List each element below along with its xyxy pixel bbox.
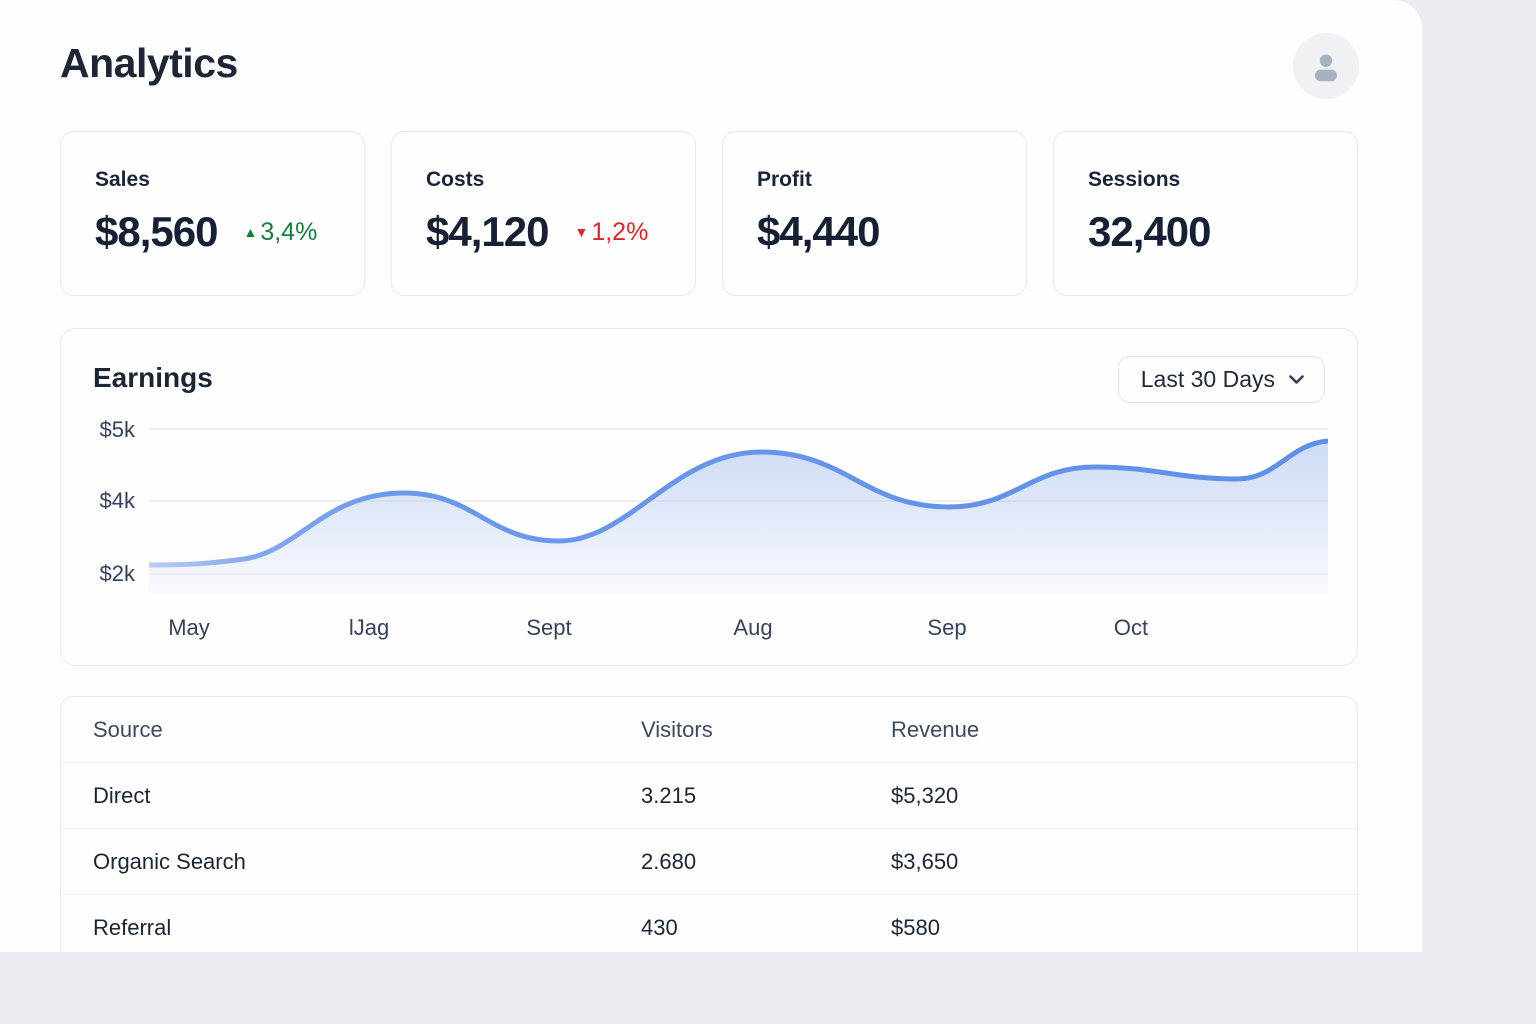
stat-card-costs: Costs $4,120 ▼ 1,2% (391, 131, 696, 296)
earnings-card: Earnings Last 30 Days $5k $4k $2k (60, 328, 1358, 666)
y-axis-tick: $5k (99, 417, 135, 442)
stat-card-sessions: Sessions 32,400 (1053, 131, 1358, 296)
table-header-row: Source Visitors Revenue (61, 697, 1357, 763)
cell-source: Organic Search (93, 848, 246, 874)
stat-label: Sales (95, 168, 150, 191)
stat-delta: 3,4% (260, 217, 318, 246)
stat-label: Sessions (1088, 168, 1181, 191)
cell-source: Referral (93, 914, 172, 940)
stat-delta-badge: ▲ 3,4% (243, 218, 317, 247)
main-panel: Analytics Sales $8,560 ▲ 3,4% Costs $4,12… (0, 0, 1422, 952)
stat-delta-badge: ▼ 1,2% (574, 218, 648, 247)
cell-revenue: $580 (891, 914, 940, 940)
date-range-label: Last 30 Days (1140, 366, 1275, 392)
y-axis-tick: $4k (99, 488, 135, 513)
stat-value: $4,440 (757, 208, 880, 255)
stat-card-sales: Sales $8,560 ▲ 3,4% (60, 131, 365, 296)
sources-table: Source Visitors Revenue Direct 3.215 $5,… (60, 696, 1358, 952)
table-row: Direct 3.215 $5,320 (61, 763, 1357, 829)
x-axis-tick: Sept (526, 615, 572, 640)
cell-revenue: $3,650 (891, 848, 959, 874)
x-axis-tick: May (168, 615, 210, 640)
x-axis-tick: Oct (1113, 615, 1149, 640)
user-icon (1314, 54, 1338, 82)
trend-down-icon: ▼ (574, 224, 589, 240)
stat-label: Costs (426, 168, 485, 191)
earnings-chart (149, 428, 1328, 594)
col-header-visitors: Visitors (641, 716, 713, 742)
chevron-down-icon (1289, 374, 1304, 384)
table-row: Referral 430 $580 (61, 895, 1357, 952)
stat-delta: 1,2% (591, 217, 649, 246)
col-header-source: Source (93, 716, 163, 742)
page-title: Analytics (60, 40, 238, 86)
stat-value: $4,120 (426, 208, 549, 255)
stat-card-profit: Profit $4,440 (722, 131, 1027, 296)
cell-visitors: 3.215 (641, 782, 697, 808)
cell-visitors: 430 (641, 914, 678, 940)
cell-source: Direct (93, 782, 151, 808)
cell-visitors: 2.680 (641, 848, 697, 874)
stat-value: $8,560 (95, 208, 218, 255)
col-header-revenue: Revenue (891, 716, 980, 742)
y-axis-tick: $2k (99, 561, 135, 586)
trend-up-icon: ▲ (243, 224, 258, 240)
stats-row: Sales $8,560 ▲ 3,4% Costs $4,120 ▼ 1,2% Pr… (60, 131, 1358, 296)
x-axis-tick: Sep (927, 615, 967, 640)
table-row: Organic Search 2.680 $3,650 (61, 829, 1357, 895)
date-range-dropdown[interactable]: Last 30 Days (1117, 356, 1325, 403)
earnings-title: Earnings (93, 362, 213, 393)
line-series (149, 438, 1328, 568)
avatar[interactable] (1293, 33, 1359, 99)
stat-label: Profit (757, 168, 812, 191)
x-axis-tick: lJag (348, 615, 390, 640)
x-axis-tick: Aug (733, 615, 773, 640)
area-fill (149, 441, 1328, 594)
cell-revenue: $5,320 (891, 782, 959, 808)
stat-value: 32,400 (1088, 208, 1211, 255)
